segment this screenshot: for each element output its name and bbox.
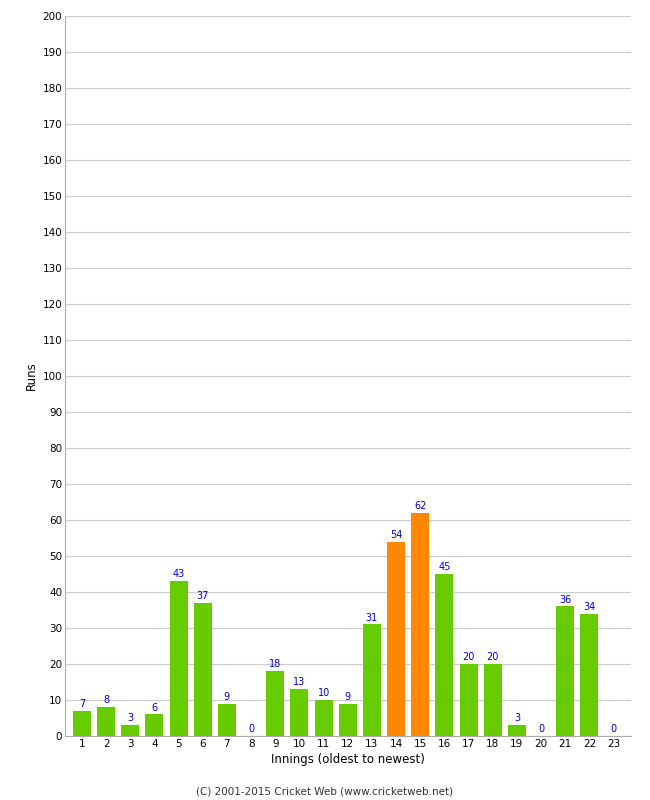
Text: 18: 18 [269,659,281,670]
Text: 7: 7 [79,699,85,709]
Text: 9: 9 [224,692,230,702]
Bar [315,700,333,736]
Text: 36: 36 [559,594,571,605]
Text: 0: 0 [610,724,617,734]
Text: 0: 0 [538,724,544,734]
Bar [484,664,502,736]
Bar [121,726,139,736]
Text: 20: 20 [462,652,474,662]
Text: 3: 3 [127,714,133,723]
Text: 9: 9 [344,692,351,702]
Bar [266,671,284,736]
Bar [218,704,236,736]
X-axis label: Innings (oldest to newest): Innings (oldest to newest) [271,753,424,766]
Bar [460,664,478,736]
Text: 20: 20 [487,652,499,662]
Text: 10: 10 [317,688,330,698]
Bar [146,714,164,736]
Text: 8: 8 [103,695,109,706]
Text: 62: 62 [414,501,426,511]
Bar [411,513,429,736]
Bar [291,690,309,736]
Text: 3: 3 [514,714,520,723]
Text: (C) 2001-2015 Cricket Web (www.cricketweb.net): (C) 2001-2015 Cricket Web (www.cricketwe… [196,786,454,796]
Text: 45: 45 [438,562,450,572]
Bar [73,711,91,736]
Bar [170,581,188,736]
Text: 37: 37 [196,591,209,601]
Bar [97,707,115,736]
Text: 31: 31 [366,613,378,622]
Bar [339,704,357,736]
Bar [194,603,212,736]
Bar [387,542,405,736]
Text: 0: 0 [248,724,254,734]
Text: 13: 13 [293,678,306,687]
Text: 6: 6 [151,702,157,713]
Bar [508,726,526,736]
Text: 34: 34 [583,602,595,612]
Bar [580,614,599,736]
Y-axis label: Runs: Runs [25,362,38,390]
Text: 54: 54 [390,530,402,540]
Bar [436,574,454,736]
Bar [556,606,575,736]
Bar [363,624,381,736]
Text: 43: 43 [172,570,185,579]
